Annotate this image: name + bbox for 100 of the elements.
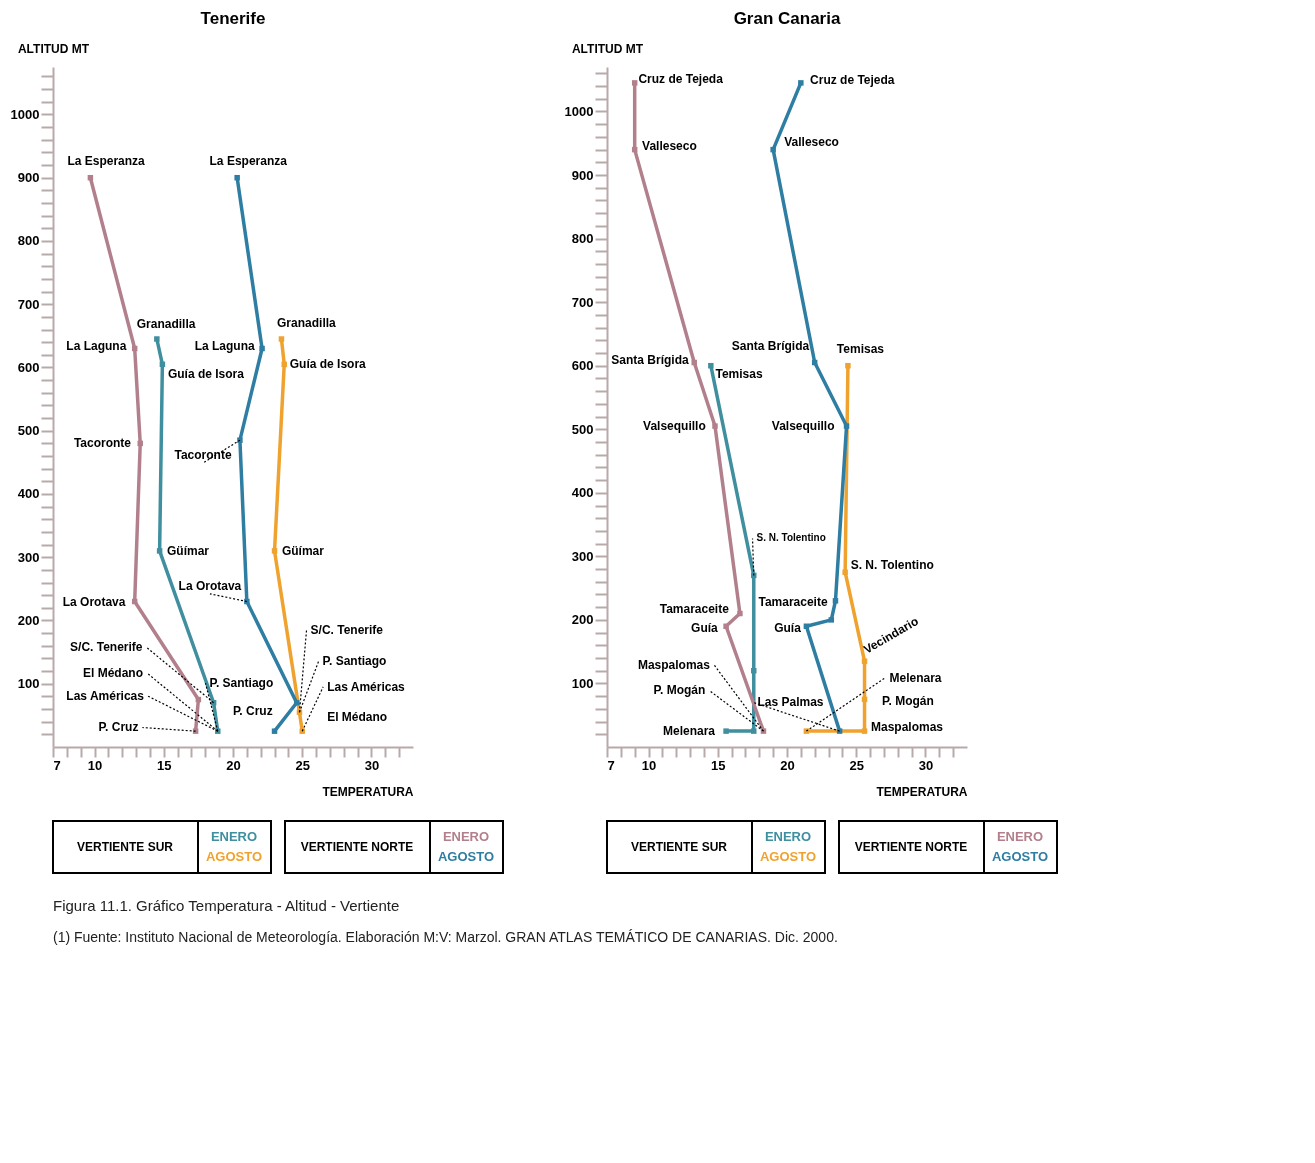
text: AGOSTO bbox=[437, 849, 495, 864]
text: (1) Fuente: Instituto Nacional de Meteorología. Elaboración M:V: Marzol. GRAN ATLAS TEMÁTICO DE CANARIAS. Dic. 2000. bbox=[53, 929, 838, 945]
x-tick-label: 25 bbox=[295, 757, 310, 773]
annotation: Temisas bbox=[836, 342, 885, 357]
annotation: Maspalomas bbox=[871, 720, 944, 735]
annotation: El Médano bbox=[82, 666, 143, 681]
point bbox=[271, 728, 278, 734]
y-tick-label: 100 bbox=[17, 676, 40, 692]
point bbox=[798, 80, 804, 86]
annotation: La Laguna bbox=[194, 338, 256, 353]
x-tick-label: 15 bbox=[157, 757, 172, 773]
annotation: Santa Brígida bbox=[731, 338, 810, 353]
y-tick-label: 900 bbox=[571, 167, 594, 183]
point bbox=[723, 728, 729, 734]
point bbox=[259, 345, 265, 352]
annotation: Valsequillo bbox=[643, 419, 706, 434]
point bbox=[737, 610, 743, 617]
annotation: Güímar bbox=[167, 543, 210, 558]
annotation: Valleseco bbox=[642, 138, 697, 153]
annotation: P. Mogán bbox=[653, 683, 706, 698]
chart-title: Gran Canaria bbox=[733, 9, 841, 28]
point bbox=[691, 359, 697, 366]
annotation: Las Palmas bbox=[757, 695, 824, 710]
point bbox=[631, 80, 638, 86]
text: AGOSTO bbox=[991, 849, 1049, 864]
annotation: Santa Brígida bbox=[611, 352, 690, 367]
y-tick-label: 500 bbox=[17, 423, 40, 439]
annotation: P. Cruz bbox=[98, 720, 139, 735]
point bbox=[843, 423, 850, 429]
annotation: Valsequillo bbox=[771, 419, 835, 434]
y-tick-label: 800 bbox=[17, 233, 40, 249]
y-axis-title: ALTITUD MT bbox=[571, 41, 644, 56]
annotation: Melenara bbox=[889, 670, 942, 685]
text: ENERO bbox=[996, 829, 1044, 844]
y-tick-label: 600 bbox=[571, 358, 594, 374]
annotation: Temisas bbox=[715, 367, 763, 381]
point bbox=[712, 423, 718, 429]
annotation: S. N. Tolentino bbox=[850, 557, 934, 572]
x-tick-label: 30 bbox=[918, 757, 934, 773]
text: Figura 11.1. Gráfico Temperatura - Altitud - Vertiente bbox=[53, 897, 400, 914]
y-tick-label: 600 bbox=[17, 359, 40, 375]
point bbox=[842, 569, 848, 575]
point bbox=[156, 548, 163, 554]
x-tick-label: 7 bbox=[53, 757, 61, 773]
text: VERTIENTE SUR bbox=[76, 840, 174, 854]
annotation: La Esperanza bbox=[67, 154, 146, 169]
y-tick-label: 700 bbox=[571, 294, 594, 310]
y-tick-label: 400 bbox=[17, 486, 40, 502]
x-tick-label: 30 bbox=[364, 757, 380, 773]
annotation: Tamaraceite bbox=[659, 601, 730, 616]
text: ENERO bbox=[210, 829, 258, 844]
point bbox=[803, 728, 810, 734]
annotation: P. Santiago bbox=[209, 676, 274, 691]
annotation: La Orotava bbox=[178, 578, 242, 593]
y-tick-label: 300 bbox=[571, 548, 594, 564]
annotation: Las Américas bbox=[327, 679, 406, 694]
annotation: Las Américas bbox=[66, 689, 145, 704]
annotation: S/C. Tenerife bbox=[70, 640, 143, 655]
x-tick-label: 20 bbox=[226, 757, 241, 773]
x-axis-title: TEMPERATURA bbox=[322, 784, 414, 799]
annotation: Tamaraceite bbox=[758, 595, 828, 610]
annotation: Melenara bbox=[662, 724, 716, 739]
point bbox=[828, 617, 835, 623]
annotation: Guía de Isora bbox=[167, 366, 245, 381]
text: AGOSTO bbox=[759, 849, 817, 864]
point bbox=[278, 336, 285, 342]
x-axis-title: TEMPERATURA bbox=[876, 784, 968, 799]
y-tick-label: 300 bbox=[17, 549, 40, 565]
point bbox=[836, 728, 843, 734]
y-axis-title: ALTITUD MT bbox=[17, 41, 90, 56]
point bbox=[861, 658, 868, 664]
x-tick-label: 7 bbox=[607, 757, 615, 773]
annotation: Guía bbox=[691, 621, 719, 636]
annotation: Granadilla bbox=[277, 316, 337, 331]
x-tick-label: 20 bbox=[780, 757, 795, 773]
point bbox=[154, 336, 160, 342]
text: ENERO bbox=[764, 829, 812, 844]
annotation: Guía de Isora bbox=[289, 357, 367, 372]
point bbox=[271, 548, 278, 554]
annotation: La Orotava bbox=[62, 594, 126, 609]
annotation: Tacoronte bbox=[73, 436, 132, 451]
annotation: El Médano bbox=[327, 710, 388, 725]
point bbox=[861, 728, 868, 734]
annotation: Granadilla bbox=[136, 317, 196, 332]
y-tick-label: 1000 bbox=[10, 106, 40, 122]
point bbox=[234, 174, 240, 181]
point bbox=[299, 728, 305, 734]
annotation: Tacoronte bbox=[174, 447, 232, 462]
x-tick-label: 25 bbox=[849, 757, 864, 773]
annotation: La Esperanza bbox=[209, 154, 288, 169]
annotation: P. Cruz bbox=[232, 703, 273, 718]
point bbox=[192, 728, 199, 734]
point bbox=[137, 440, 143, 447]
point bbox=[281, 361, 287, 368]
y-tick-label: 200 bbox=[17, 612, 40, 628]
y-tick-label: 900 bbox=[17, 170, 40, 186]
point bbox=[708, 362, 714, 369]
annotation: Cruz de Tejeda bbox=[810, 73, 895, 88]
point bbox=[832, 598, 839, 604]
text: AGOSTO bbox=[205, 849, 263, 864]
